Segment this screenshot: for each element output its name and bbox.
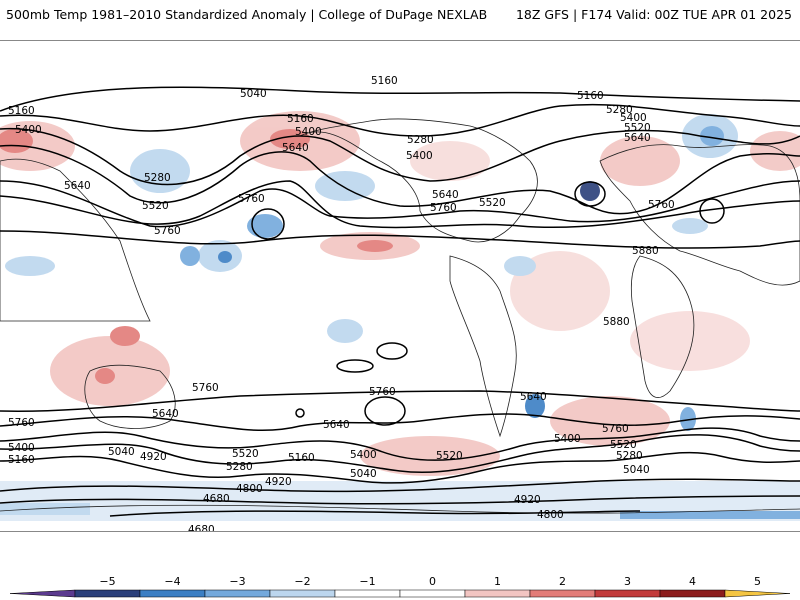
map-title: 500mb Temp 1981–2010 Standardized Anomal…	[6, 7, 488, 22]
contour-label: 5640	[282, 142, 309, 154]
color-scale-segment	[269, 589, 336, 598]
contour-label: 5760	[648, 199, 675, 211]
anomaly-map: 5040 5160 5160 5160 5400 5160 5400 5640 …	[0, 40, 800, 532]
contour-label: 5280	[606, 104, 633, 116]
color-scale-tick-label: 5	[754, 575, 761, 588]
color-scale-segments	[9, 589, 791, 598]
contour-label: 5400	[15, 124, 42, 136]
color-scale-segment	[659, 589, 726, 598]
anomaly-shading	[0, 111, 800, 521]
contour-label: 5160	[8, 105, 35, 117]
contour-label: 4680	[203, 493, 230, 505]
contour-label: 5280	[407, 134, 434, 146]
contour-label: 5520	[624, 122, 651, 134]
height-contours	[0, 86, 800, 517]
color-scale-labels: −5 −4 −3 −2 −1 0 1 2 3 4 5	[99, 575, 761, 588]
contour-label: 5640	[152, 408, 179, 420]
color-scale-tick-label: 2	[559, 575, 566, 588]
contour-label: 5400	[295, 126, 322, 138]
contour-label: 5760	[154, 225, 181, 237]
contour-label: 5400	[406, 150, 433, 162]
contour-label: 5280	[226, 461, 253, 473]
contour-label: 4680	[188, 524, 215, 532]
contour-label: 5160	[288, 452, 315, 464]
contour-label: 5040	[240, 88, 267, 100]
color-scale-tick-label: −1	[359, 575, 375, 588]
contour-label: 4920	[265, 476, 292, 488]
contour-label: 5640	[624, 132, 651, 144]
color-scale-left-arrow	[9, 589, 76, 598]
contour-label: 5520	[142, 200, 169, 212]
color-scale-segment	[529, 589, 596, 598]
contour-label: 4800	[236, 483, 263, 495]
contour-label: 5160	[371, 75, 398, 87]
contour-label: 5520	[436, 450, 463, 462]
color-scale-tick-label: 1	[494, 575, 501, 588]
contour-label: 5280	[616, 450, 643, 462]
color-scale-segment	[594, 589, 661, 598]
contour-label: 4920	[514, 494, 541, 506]
contour-label: 5640	[432, 189, 459, 201]
contour-label: 5160	[287, 113, 314, 125]
contour-label: 5880	[603, 316, 630, 328]
contour-label: 5760	[430, 202, 457, 214]
contour-label: 5880	[632, 245, 659, 257]
contour-label: 5400	[620, 112, 647, 124]
color-scale-segment	[204, 589, 271, 598]
color-scale-tick-label: −4	[164, 575, 180, 588]
contour-label: 5640	[520, 391, 547, 403]
color-scale: −5 −4 −3 −2 −1 0 1 2 3 4 5	[9, 575, 791, 598]
color-scale-tick-label: −2	[294, 575, 310, 588]
contour-label: 5760	[192, 382, 219, 394]
contour-label: 5400	[8, 442, 35, 454]
contour-labels: 5040 5160 5160 5160 5400 5160 5400 5640 …	[8, 75, 675, 532]
color-scale-tick-label: −5	[99, 575, 115, 588]
contour-label: 5400	[350, 449, 377, 461]
contour-label: 5160	[577, 90, 604, 102]
contour-label: 5760	[369, 386, 396, 398]
contour-label: 5640	[323, 419, 350, 431]
color-scale-segment	[334, 589, 401, 598]
model-run-info: 18Z GFS | F174 Valid: 00Z TUE APR 01 202…	[515, 7, 792, 22]
contour-label: 5760	[238, 193, 265, 205]
contour-label: 5400	[554, 433, 581, 445]
color-scale-tick-label: 0	[429, 575, 436, 588]
contour-label: 5280	[144, 172, 171, 184]
color-scale-segment	[464, 589, 531, 598]
color-scale-segment	[139, 589, 206, 598]
color-scale-tick-label: 4	[689, 575, 696, 588]
color-scale-tick-label: 3	[624, 575, 631, 588]
contour-label: 5040	[623, 464, 650, 476]
header: 500mb Temp 1981–2010 Standardized Anomal…	[0, 0, 800, 30]
color-scale-right-arrow	[724, 589, 791, 598]
contour-label: 5040	[350, 468, 377, 480]
contour-label: 5520	[232, 448, 259, 460]
contour-label: 5520	[610, 439, 637, 451]
color-scale-segment	[399, 589, 466, 598]
contour-label: 5040	[108, 446, 135, 458]
contour-label: 5640	[64, 180, 91, 192]
contour-label: 5520	[479, 197, 506, 209]
color-scale-segment	[74, 589, 141, 598]
color-scale-tick-label: −3	[229, 575, 245, 588]
contour-label: 4920	[140, 451, 167, 463]
contour-label: 5160	[8, 454, 35, 466]
contour-label: 4800	[537, 509, 564, 521]
contour-label: 5760	[8, 417, 35, 429]
contour-label: 5760	[602, 423, 629, 435]
